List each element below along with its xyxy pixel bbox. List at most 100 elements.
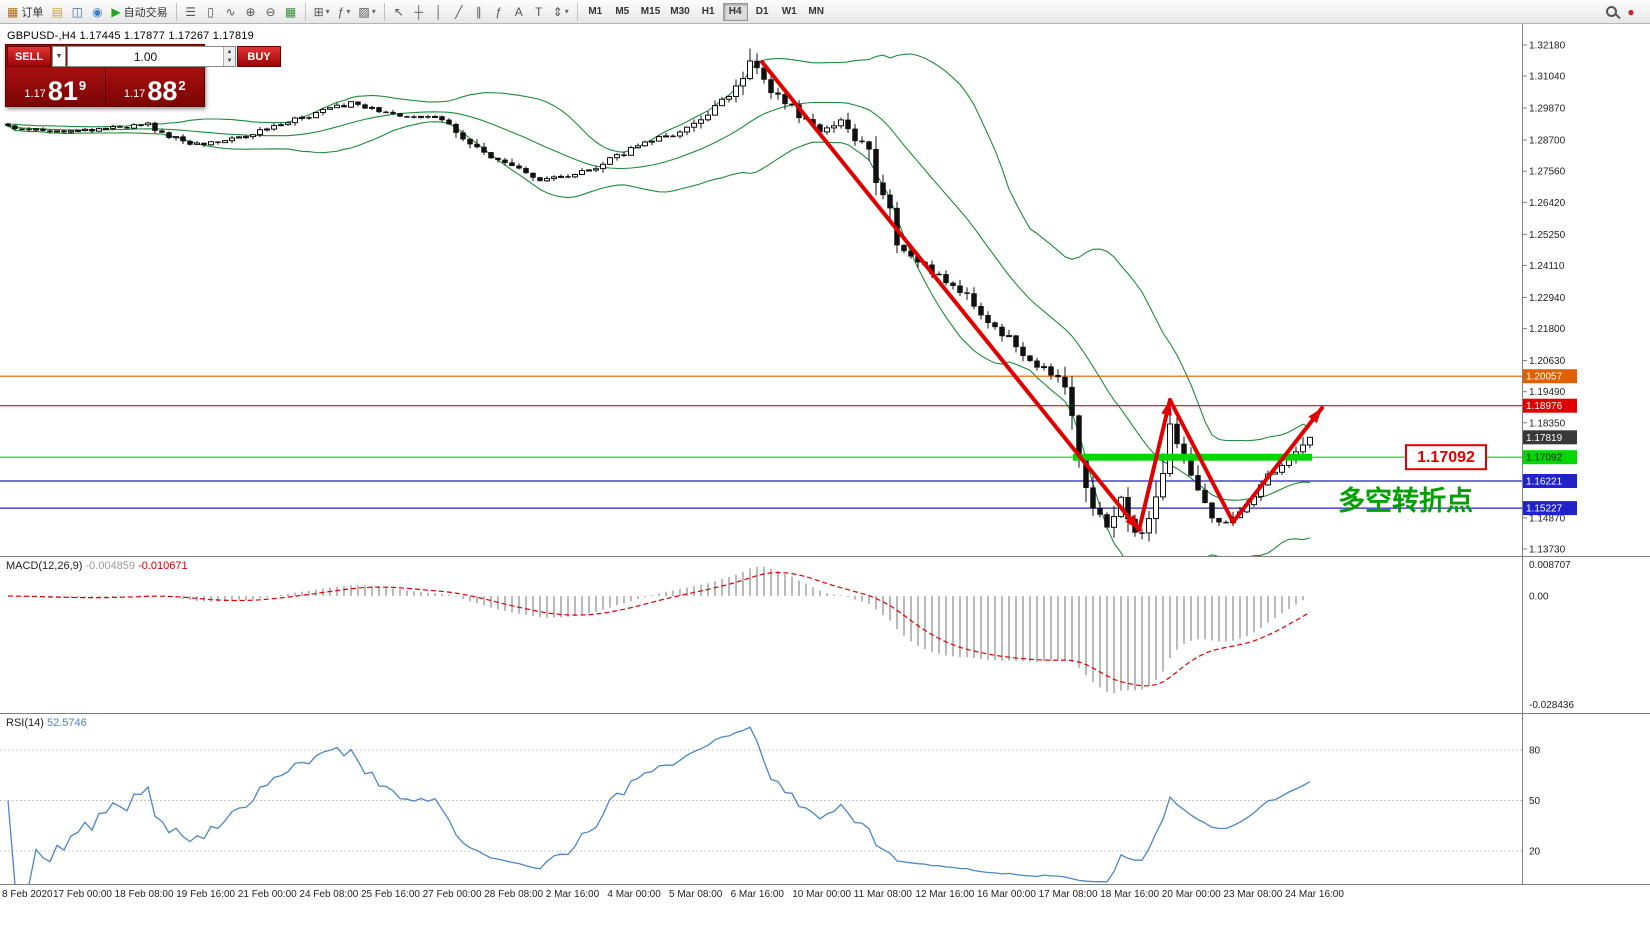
timeframe-h4-button[interactable]: H4: [722, 2, 748, 21]
price-badge-1.18976: 1.18976: [1523, 398, 1577, 413]
autotrade-button[interactable]: ▶ 自动交易: [107, 2, 171, 22]
sell-price-sup: 9: [78, 78, 87, 93]
price-scale[interactable]: 1.32180 1.31040 1.29870 1.28700 1.27560 1.264…: [1522, 24, 1578, 556]
time-label: 17 Mar 08:00: [1038, 889, 1098, 900]
trendline-icon-glyph: ╱: [455, 4, 463, 19]
sell-button[interactable]: SELL: [7, 46, 51, 67]
svg-text:1.26420: 1.26420: [1529, 198, 1566, 209]
svg-text:1.31040: 1.31040: [1529, 72, 1566, 83]
time-label: 16 Mar 00:00: [977, 889, 1036, 900]
crosshair-icon[interactable]: ┼: [409, 2, 429, 22]
buy-price-big: 88: [147, 76, 178, 106]
new-order-button-label: 订单: [21, 6, 44, 19]
sell-price-button[interactable]: 1.17 81 9: [6, 68, 106, 106]
vertical-line-icon[interactable]: │: [429, 2, 449, 22]
time-label: 24 Feb 08:00: [299, 889, 359, 900]
buy-price-prefix: 1.17: [123, 88, 146, 100]
time-label: 20 Mar 00:00: [1161, 889, 1221, 900]
zoom-in-icon[interactable]: ⊕: [241, 2, 261, 22]
alert-icon[interactable]: ●: [1621, 2, 1641, 22]
cursor-icon[interactable]: ↖: [389, 2, 409, 22]
time-label: 17 Feb 00:00: [53, 889, 112, 900]
svg-text:1.17092: 1.17092: [1417, 449, 1475, 466]
timeframe-mn-button[interactable]: MN: [808, 6, 824, 17]
timeframe-m1-button[interactable]: M1: [588, 6, 603, 17]
profiles-icon[interactable]: ◫: [67, 2, 87, 22]
volume-spinner[interactable]: ▲ ▼: [223, 47, 235, 66]
svg-text:0.008707: 0.008707: [1529, 560, 1571, 571]
tile-windows-icon[interactable]: ▦: [281, 2, 301, 22]
buy-button[interactable]: BUY: [237, 46, 281, 67]
fibonacci-icon[interactable]: ƒ: [489, 2, 509, 22]
svg-text:20: 20: [1529, 847, 1541, 858]
candlestick-chart-icon[interactable]: ▯: [201, 2, 221, 22]
tile-windows-icon-glyph: ▦: [284, 4, 297, 19]
text-icon[interactable]: T: [529, 2, 549, 22]
one-click-trade-panel: SELL ▼ ▲ ▼ BUY 1.17 81 9 1.17 88 2: [5, 44, 281, 107]
volume-dropdown-icon[interactable]: ▼: [52, 46, 66, 67]
price-callout: 1.17092: [1405, 444, 1487, 471]
rsi-label: RSI(14) 52.5746: [6, 717, 87, 729]
line-chart-icon[interactable]: ∿: [221, 2, 241, 22]
macd-scale[interactable]: 0.008707 0.00 -0.028436: [1529, 560, 1574, 711]
svg-text:1.18976: 1.18976: [1526, 401, 1563, 412]
timeframe-m5-button[interactable]: M5: [615, 6, 630, 17]
rsi-panel[interactable]: 80 50 20 RSI(14) 52.5746: [0, 713, 1650, 885]
buy-price-button[interactable]: 1.17 88 2: [106, 68, 205, 106]
volume-up-icon[interactable]: ▲: [224, 47, 235, 57]
channel-icon[interactable]: ∥: [469, 2, 489, 22]
templates-icon-glyph: ▨: [358, 4, 370, 19]
sell-price-prefix: 1.17: [24, 88, 46, 100]
new-chart-icon[interactable]: ⊞ ▾: [310, 2, 334, 22]
timeframe-h1-button[interactable]: H1: [701, 6, 715, 17]
new-chart-icon-caret: ▾: [325, 7, 330, 16]
svg-text:1.22940: 1.22940: [1529, 293, 1566, 304]
svg-text:1.25250: 1.25250: [1529, 230, 1566, 241]
macd-panel[interactable]: 0.008707 0.00 -0.028436 MACD(12,26,9) -0.00…: [0, 556, 1650, 713]
chart-ohlc-header: GBPUSD-,H4 1.17445 1.17877 1.17267 1.178…: [7, 30, 254, 42]
arrows-icon[interactable]: ⇕ ▾: [549, 2, 573, 22]
indicators-icon[interactable]: ƒ ▾: [334, 2, 355, 22]
search-icon[interactable]: [1601, 2, 1621, 22]
timeframe-m30-button[interactable]: M30: [670, 6, 690, 17]
volume-input[interactable]: [68, 47, 223, 66]
templates-icon[interactable]: ▨ ▾: [354, 2, 379, 22]
timeframe-m15-button[interactable]: M15: [640, 6, 661, 17]
zoom-in-icon-glyph: ⊕: [245, 4, 256, 19]
charts-toggle-icon[interactable]: ▤: [47, 2, 67, 22]
text-label-icon-glyph: A: [514, 4, 523, 19]
time-axis[interactable]: 8 Feb 2020 17 Feb 00:00 18 Feb 08:00 19 Feb…: [0, 885, 1650, 943]
time-label: 4 Mar 00:00: [607, 889, 661, 900]
zoom-out-icon-glyph: ⊖: [265, 4, 276, 19]
toolbar-separator: [304, 2, 306, 21]
autotrade-button-label: 自动交易: [123, 6, 168, 19]
indicators-icon-caret: ▾: [346, 7, 351, 16]
price-badge-1.15227: 1.15227: [1523, 501, 1577, 516]
bar-chart-icon[interactable]: ☰: [181, 2, 201, 22]
new-order-button[interactable]: ▦ 订单: [3, 2, 47, 22]
main-price-chart[interactable]: 1.17092 多空转折点 1.32180 1.31040 1.29870 1.28700…: [0, 24, 1650, 556]
arrows-icon-caret: ▾: [564, 7, 569, 16]
timeframe-d1-button[interactable]: D1: [755, 6, 769, 17]
macd-label: MACD(12,26,9) -0.004859 -0.010671: [6, 560, 188, 572]
time-label: 18 Mar 16:00: [1100, 889, 1160, 900]
text-label-icon[interactable]: A: [509, 2, 529, 22]
support-band[interactable]: [1073, 453, 1312, 461]
time-label: 23 Mar 08:00: [1223, 889, 1283, 900]
time-label: 6 Mar 16:00: [730, 889, 784, 900]
toolbar-separator: [576, 2, 578, 21]
market-watch-icon[interactable]: ◉: [87, 2, 107, 22]
trendline-icon[interactable]: ╱: [449, 2, 469, 22]
time-label: 24 Mar 16:00: [1285, 889, 1344, 900]
arrows-icon-glyph: ⇕: [552, 4, 563, 19]
timeframe-w1-button[interactable]: W1: [781, 6, 797, 17]
trade-prices-row: 1.17 81 9 1.17 88 2: [6, 68, 204, 106]
volume-down-icon[interactable]: ▼: [224, 56, 235, 66]
market-watch-icon-glyph: ◉: [92, 4, 103, 19]
time-label: 8 Feb 2020: [2, 889, 53, 900]
charts-toggle-icon-glyph: ▤: [51, 4, 64, 19]
new-chart-icon-glyph: ⊞: [313, 4, 324, 19]
zoom-out-icon[interactable]: ⊖: [261, 2, 281, 22]
trend-arrows[interactable]: [760, 60, 1324, 532]
indicators-icon-glyph: ƒ: [337, 4, 345, 19]
